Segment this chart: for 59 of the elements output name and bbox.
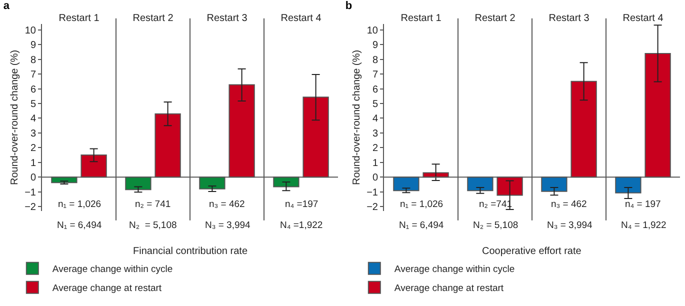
x-tick-label: Restart 2 — [132, 13, 174, 24]
annotation: n₂ = 741 — [135, 199, 171, 210]
legend-label: Average change at restart — [394, 283, 504, 294]
text: N₁ = 6,494 — [57, 220, 102, 231]
y-tick-label: 2 — [30, 143, 36, 154]
x-tick-label: Restart 3 — [548, 13, 590, 24]
chart-title: b — [345, 0, 352, 12]
y-tick-label: 3 — [372, 128, 378, 140]
legend-label: Average change at restart — [52, 283, 162, 294]
y-tick-label: 8 — [372, 54, 378, 66]
x-axis-title: Financial contribution rate — [133, 246, 248, 257]
x-tick-label: Restart 1 — [58, 13, 100, 24]
y-tick-label: 6 — [30, 84, 36, 96]
text: N₂ = 5,108 — [473, 220, 518, 231]
legend-label: Average change within cycle — [394, 264, 515, 276]
y-tick-label: −2 — [24, 202, 36, 214]
y-tick-label: 10 — [366, 25, 378, 36]
x-tick-label: Restart 4 — [280, 13, 322, 24]
y-tick-label: 4 — [30, 114, 36, 125]
y-tick-label: 0 — [372, 172, 378, 184]
y-tick-label: 3 — [30, 128, 36, 140]
text: N₁ = 6,494 — [399, 220, 444, 231]
annotation: n₁ = 1,026 — [58, 199, 102, 210]
y-tick-label: 9 — [372, 40, 378, 52]
text: N₄ = 1,922 — [621, 220, 666, 231]
x-tick-label: Restart 4 — [622, 13, 664, 24]
y-tick-label: 2 — [372, 143, 378, 154]
y-tick-label: 9 — [30, 40, 36, 52]
chart-title: a — [3, 0, 10, 12]
x-tick-label: Restart 1 — [400, 13, 442, 24]
y-axis-title: Round-over-round change (%) — [10, 50, 21, 186]
annotation: n₄ =197 — [285, 199, 318, 210]
y-tick-label: 0 — [30, 172, 36, 184]
y-tick-label: 7 — [30, 70, 36, 81]
y-tick-label: 8 — [30, 54, 36, 66]
y-tick-label: 10 — [24, 25, 36, 36]
text: N₃ = 3,994 — [205, 220, 250, 231]
y-tick-label: 4 — [372, 114, 378, 125]
text: N₂ = 5,108 — [129, 220, 177, 231]
x-axis-title: Cooperative effort rate — [482, 246, 582, 257]
y-tick-label: 1 — [30, 158, 36, 169]
text: N₃ = 3,994 — [547, 220, 592, 231]
x-tick-label: Restart 2 — [474, 13, 516, 24]
y-tick-label: −2 — [366, 202, 378, 214]
annotation: n₃ = 462 — [551, 199, 587, 210]
y-tick-label: 7 — [372, 70, 378, 81]
y-tick-label: 6 — [372, 84, 378, 96]
y-axis-title: Round-over-round change (%) — [352, 50, 363, 186]
annotation: n₄ = 197 — [625, 199, 661, 210]
text: N₄ =1,922 — [280, 220, 323, 231]
y-tick-label: 5 — [30, 99, 36, 110]
legend-label: Average change within cycle — [52, 264, 173, 276]
x-tick-label: Restart 3 — [206, 13, 248, 24]
y-tick-label: 5 — [372, 99, 378, 110]
y-tick-label: −1 — [366, 187, 378, 198]
annotation: n₁ = 1,026 — [400, 199, 444, 210]
annotation: n₃ = 462 — [209, 199, 245, 210]
y-tick-label: −1 — [24, 187, 36, 198]
y-tick-label: 1 — [372, 158, 378, 169]
